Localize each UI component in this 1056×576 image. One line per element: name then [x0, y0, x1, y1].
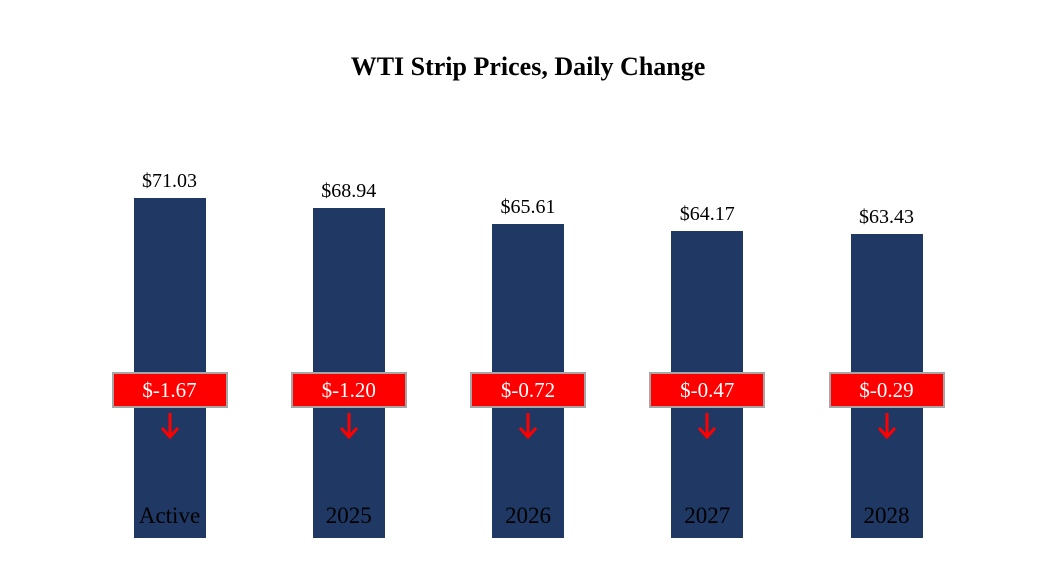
daily-change-badge: $-1.20	[290, 372, 407, 408]
daily-change-badge: $-0.47	[649, 372, 766, 408]
bar-wrap: $64.17 $-0.47	[618, 158, 797, 538]
price-label: $64.17	[679, 203, 735, 225]
bar-wrap: $65.61 $-0.72	[439, 158, 618, 538]
bar-wrap: $68.94 $-1.20	[259, 158, 438, 538]
daily-change-badge: $-0.72	[470, 372, 586, 408]
chart-title: WTI Strip Prices, Daily Change	[350, 52, 706, 81]
price-label: $71.03	[142, 170, 197, 192]
daily-change-badge: $-1.67	[111, 372, 228, 408]
category-label: 2026	[505, 503, 551, 528]
bar-group-2025: $68.94 $-1.20 2025	[259, 118, 438, 538]
bar-wrap: $63.43 $-0.29	[797, 158, 976, 538]
price-bar	[133, 198, 206, 538]
down-arrow-icon	[338, 412, 360, 440]
down-arrow-icon	[517, 412, 539, 440]
category-label: 2028	[863, 503, 910, 528]
down-arrow-icon	[876, 412, 898, 440]
bar-group-2027: $64.17 $-0.47 2027	[618, 118, 797, 538]
category-label: 2027	[684, 503, 731, 528]
plot-area: $71.03 $-1.67 Active $68.94 $-1.20 2025 $65.61…	[80, 118, 976, 538]
down-arrow-icon	[696, 412, 718, 440]
daily-change-badge: $-0.29	[828, 372, 945, 408]
price-label: $63.43	[859, 206, 914, 228]
category-label: 2025	[325, 503, 372, 528]
bar-group-active: $71.03 $-1.67 Active	[80, 118, 259, 538]
price-label: $68.94	[321, 180, 377, 202]
bar-group-2028: $63.43 $-0.29 2028	[797, 118, 976, 538]
bar-group-2026: $65.61 $-0.72 2026	[439, 118, 618, 538]
category-label: Active	[138, 503, 201, 528]
down-arrow-icon	[159, 412, 181, 440]
bar-wrap: $71.03 $-1.67	[80, 158, 259, 538]
price-label: $65.61	[500, 196, 556, 218]
